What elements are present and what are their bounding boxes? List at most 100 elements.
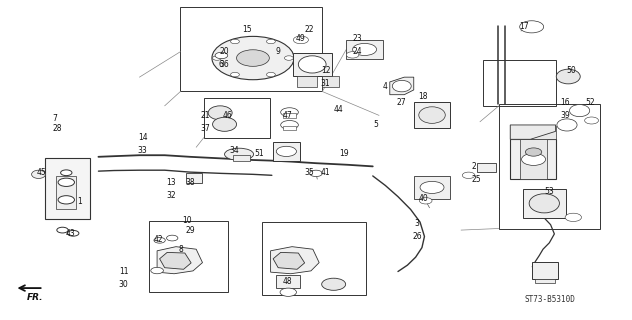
Bar bbox=[293, 53, 332, 76]
Text: 47: 47 bbox=[283, 111, 293, 120]
Text: 9: 9 bbox=[276, 47, 281, 56]
Ellipse shape bbox=[208, 106, 232, 120]
Ellipse shape bbox=[556, 69, 580, 84]
Ellipse shape bbox=[267, 72, 276, 77]
Text: 3: 3 bbox=[415, 219, 420, 228]
Bar bbox=[523, 189, 566, 218]
Ellipse shape bbox=[322, 278, 346, 290]
Ellipse shape bbox=[267, 39, 276, 44]
Text: 15: 15 bbox=[242, 25, 252, 34]
Ellipse shape bbox=[224, 148, 253, 160]
Bar bbox=[520, 139, 547, 179]
Text: 14: 14 bbox=[138, 133, 147, 142]
Polygon shape bbox=[510, 125, 556, 139]
Text: 16: 16 bbox=[561, 98, 570, 107]
Ellipse shape bbox=[557, 119, 577, 131]
Text: 30: 30 bbox=[119, 280, 128, 289]
Polygon shape bbox=[270, 247, 319, 274]
Bar bbox=[186, 173, 202, 183]
Bar bbox=[483, 60, 556, 106]
Text: 42: 42 bbox=[154, 235, 163, 244]
Text: 44: 44 bbox=[333, 105, 343, 114]
Bar bbox=[499, 104, 600, 228]
Text: 29: 29 bbox=[185, 226, 195, 235]
Bar bbox=[283, 113, 296, 118]
Text: 1: 1 bbox=[77, 197, 82, 206]
Bar bbox=[149, 220, 228, 292]
Ellipse shape bbox=[529, 194, 559, 213]
Bar bbox=[233, 155, 250, 161]
Polygon shape bbox=[160, 252, 191, 269]
Text: 38: 38 bbox=[185, 178, 195, 187]
Text: 13: 13 bbox=[166, 178, 176, 187]
Ellipse shape bbox=[462, 172, 475, 179]
Bar bbox=[322, 76, 339, 87]
Text: FR.: FR. bbox=[27, 293, 44, 302]
Ellipse shape bbox=[353, 44, 377, 55]
Text: 19: 19 bbox=[339, 149, 349, 158]
Ellipse shape bbox=[419, 107, 446, 123]
Text: 45: 45 bbox=[37, 168, 47, 177]
Ellipse shape bbox=[281, 108, 298, 117]
Text: 39: 39 bbox=[560, 111, 570, 120]
Ellipse shape bbox=[310, 170, 322, 177]
Bar bbox=[297, 76, 317, 87]
Ellipse shape bbox=[521, 153, 545, 165]
Text: 25: 25 bbox=[472, 175, 482, 184]
Text: 51: 51 bbox=[255, 149, 264, 158]
Text: ST73-B5310D: ST73-B5310D bbox=[524, 295, 575, 304]
Ellipse shape bbox=[280, 288, 296, 296]
Bar bbox=[273, 142, 300, 161]
Bar bbox=[346, 40, 383, 59]
Text: 35: 35 bbox=[305, 168, 315, 177]
Text: 22: 22 bbox=[305, 25, 315, 34]
Ellipse shape bbox=[525, 148, 542, 156]
Polygon shape bbox=[273, 252, 305, 269]
Text: 2: 2 bbox=[471, 162, 476, 171]
Bar bbox=[477, 163, 495, 172]
Ellipse shape bbox=[520, 21, 544, 33]
Text: 32: 32 bbox=[166, 190, 176, 200]
Ellipse shape bbox=[58, 196, 75, 204]
Ellipse shape bbox=[569, 105, 590, 117]
Text: 46: 46 bbox=[223, 111, 233, 120]
Text: 31: 31 bbox=[320, 79, 331, 88]
Text: 11: 11 bbox=[119, 267, 128, 276]
Ellipse shape bbox=[151, 268, 164, 274]
Bar bbox=[56, 176, 76, 209]
Ellipse shape bbox=[231, 39, 240, 44]
Ellipse shape bbox=[212, 56, 221, 60]
Text: 8: 8 bbox=[178, 245, 183, 254]
Text: 23: 23 bbox=[352, 35, 362, 44]
Ellipse shape bbox=[420, 197, 432, 204]
Ellipse shape bbox=[58, 178, 75, 187]
Polygon shape bbox=[157, 247, 202, 274]
Ellipse shape bbox=[215, 52, 228, 59]
Ellipse shape bbox=[276, 146, 296, 156]
Text: 50: 50 bbox=[566, 66, 576, 75]
Ellipse shape bbox=[32, 170, 46, 179]
Text: 12: 12 bbox=[320, 66, 330, 75]
Text: 41: 41 bbox=[320, 168, 331, 177]
Bar bbox=[45, 158, 90, 219]
Ellipse shape bbox=[154, 237, 166, 243]
Text: 26: 26 bbox=[412, 232, 422, 241]
Ellipse shape bbox=[167, 235, 178, 241]
Text: 53: 53 bbox=[544, 188, 554, 196]
Text: 43: 43 bbox=[65, 229, 75, 238]
Ellipse shape bbox=[212, 117, 236, 131]
Bar bbox=[414, 102, 451, 128]
Bar bbox=[204, 98, 270, 138]
Ellipse shape bbox=[284, 56, 293, 60]
Ellipse shape bbox=[236, 50, 269, 66]
Text: 10: 10 bbox=[182, 216, 191, 225]
Ellipse shape bbox=[420, 181, 444, 194]
Ellipse shape bbox=[392, 80, 411, 92]
Text: 6: 6 bbox=[219, 60, 224, 69]
Bar bbox=[283, 125, 296, 130]
Ellipse shape bbox=[212, 36, 294, 80]
Text: 20: 20 bbox=[220, 47, 229, 56]
Text: 40: 40 bbox=[418, 194, 428, 203]
Text: 28: 28 bbox=[52, 124, 62, 132]
Ellipse shape bbox=[293, 36, 308, 44]
